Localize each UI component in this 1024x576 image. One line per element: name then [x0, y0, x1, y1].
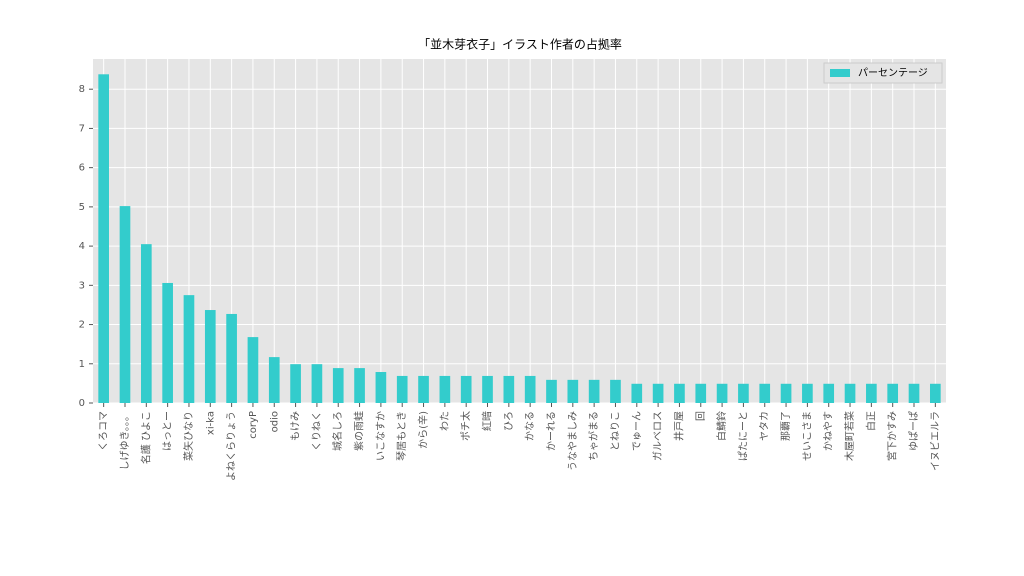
- x-tick-label: ガルベロス: [652, 411, 664, 461]
- bar: [631, 383, 643, 403]
- x-tick-label: よねくらりょう: [226, 411, 238, 481]
- bar: [418, 375, 429, 403]
- x-tick-label: くろコマ: [99, 411, 110, 451]
- x-tick-label: せいこさま: [801, 411, 813, 461]
- bar: [247, 337, 259, 403]
- legend-swatch: [830, 69, 850, 77]
- x-tick-label: 回: [695, 411, 707, 421]
- bar: [866, 383, 877, 403]
- x-tick-label: 紫の雨蛙: [353, 411, 366, 451]
- x-tick-label: くりねく: [311, 411, 323, 451]
- x-tick-label: ひろ: [504, 411, 515, 431]
- y-tick-label: 2: [79, 320, 85, 331]
- bar: [738, 383, 749, 403]
- bar: [290, 364, 301, 403]
- bar: [482, 375, 493, 403]
- bar: [460, 375, 472, 403]
- bar: [652, 383, 664, 403]
- plot-area: [93, 59, 946, 403]
- x-tick-label: 井戸屋: [672, 411, 685, 441]
- x-tick-label: から(辛): [417, 411, 430, 449]
- y-tick-label: 0: [79, 398, 85, 409]
- bar: [226, 313, 237, 403]
- x-tick-label: でゅーん: [631, 411, 643, 451]
- x-tick-label: わた: [439, 411, 451, 431]
- bar: [268, 357, 280, 403]
- x-tick-label: 那覇了: [780, 411, 792, 441]
- x-tick-label: はっとー: [162, 411, 174, 451]
- y-tick-label: 7: [79, 123, 85, 134]
- bar: [396, 375, 408, 403]
- x-tick-label: 紅暗: [481, 411, 494, 431]
- x-tick-label: 宮下かすみ: [886, 411, 899, 461]
- bar: [674, 383, 685, 403]
- x-tick-label: かーれる: [545, 411, 557, 451]
- bar: [332, 368, 344, 403]
- bar: [823, 383, 835, 403]
- bar: [759, 383, 771, 403]
- x-tick-label: もけみ: [290, 411, 302, 441]
- bar: [183, 295, 195, 403]
- bar: [503, 375, 515, 403]
- x-tick-label: 城名しろ: [331, 411, 344, 451]
- bar: [375, 372, 387, 403]
- bar: [311, 364, 323, 403]
- legend-label: パーセンテージ: [858, 67, 928, 79]
- bar: [524, 375, 536, 403]
- y-tick-label: 5: [79, 202, 85, 213]
- y-tick-label: 3: [79, 280, 85, 291]
- y-tick-label: 6: [79, 163, 85, 174]
- bar: [780, 383, 792, 403]
- bar: [908, 383, 920, 403]
- bar: [588, 379, 600, 403]
- bar: [802, 383, 813, 403]
- x-tick-label: odio: [269, 411, 280, 432]
- bar: [716, 383, 728, 403]
- bar: [567, 379, 579, 403]
- bar: [98, 74, 109, 403]
- x-tick-label: うなやましみ: [567, 411, 579, 471]
- bar: [204, 310, 216, 403]
- bar: [930, 383, 941, 403]
- bar: [354, 368, 365, 403]
- bar: [546, 379, 557, 403]
- x-tick-label: イヌビエルラ: [929, 411, 941, 471]
- x-tick-label: 木屋町若菜: [843, 411, 856, 461]
- bar: [439, 375, 451, 403]
- bar: [695, 383, 707, 403]
- x-tick-label: とねりこ: [609, 411, 621, 451]
- x-tick-label: 菜矢ひなり: [182, 411, 195, 461]
- bar: [844, 383, 856, 403]
- x-tick-label: かなる: [524, 411, 536, 441]
- bar: [162, 282, 173, 403]
- x-tick-label: 白正: [864, 411, 877, 431]
- y-tick-label: 8: [79, 84, 85, 95]
- x-tick-label: xi-ka: [205, 411, 216, 435]
- legend-box: [823, 62, 943, 84]
- y-tick-label: 1: [79, 359, 85, 370]
- x-tick-label: かねやす: [823, 411, 835, 451]
- bar: [610, 379, 621, 403]
- bar: [887, 383, 899, 403]
- x-tick-label: coryP: [248, 411, 259, 439]
- x-tick-label: 琴居もとき: [396, 411, 408, 461]
- bar: [119, 206, 131, 403]
- x-tick-label: 白鯖鈴: [715, 411, 728, 441]
- bar: [140, 244, 152, 403]
- x-tick-label: ポチ太: [459, 411, 472, 441]
- chart-title: 「並木芽衣子」イラスト作者の占拠率: [418, 37, 622, 52]
- legend: パーセンテージ: [823, 62, 943, 84]
- x-tick-label: ぱたにーと: [737, 411, 749, 461]
- x-tick-label: ヤタカ: [759, 411, 771, 441]
- x-tick-label: 名護 ひよこ: [139, 411, 152, 464]
- x-tick-label: しげゆき。。。: [119, 411, 131, 471]
- x-tick-label: ゆぱーぱ: [908, 411, 920, 451]
- x-tick-label: いこなすか: [375, 411, 387, 461]
- x-tick-label: ちゃがまる: [587, 411, 600, 461]
- y-tick-label: 4: [79, 241, 85, 252]
